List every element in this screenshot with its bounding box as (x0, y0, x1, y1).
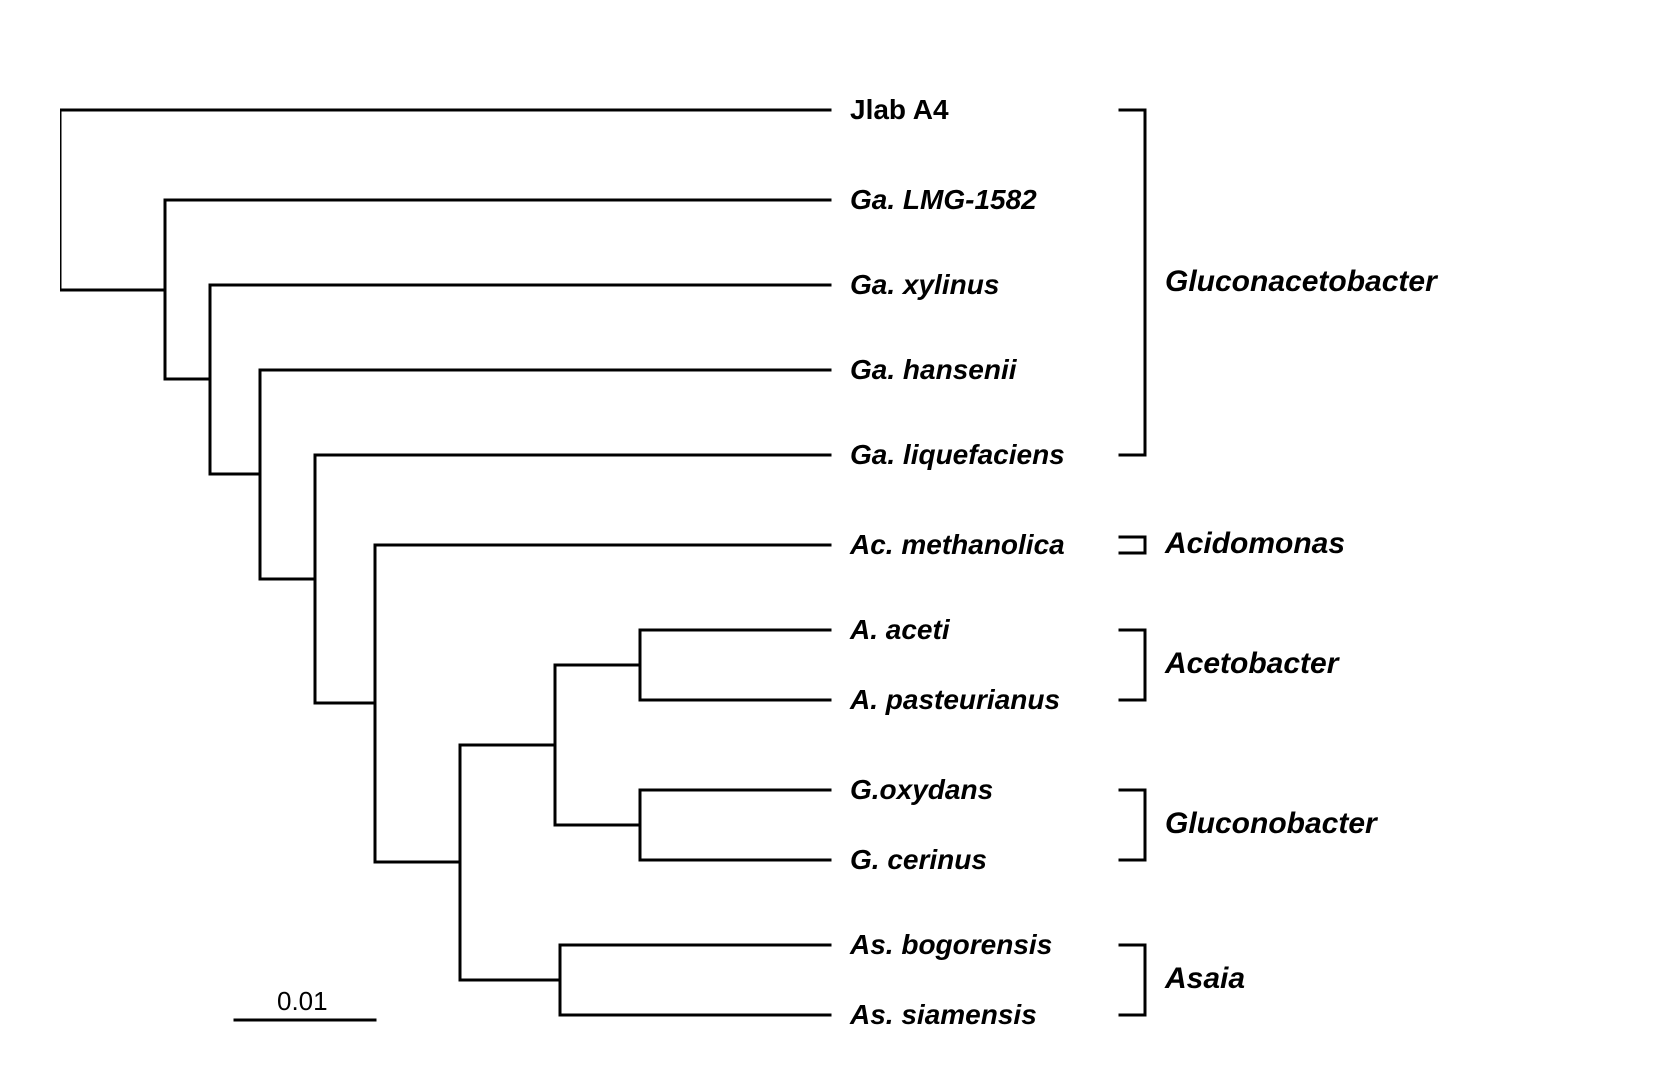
tree-svg (60, 90, 1620, 1050)
leaf-label-hansenii: Ga. hansenii (850, 354, 1017, 386)
group-label-gluconaceto: Gluconacetobacter (1165, 265, 1437, 299)
group-label-acetobacter: Acetobacter (1165, 647, 1338, 681)
group-label-gluconobacter: Gluconobacter (1165, 807, 1377, 841)
leaf-label-liquefaciens: Ga. liquefaciens (850, 439, 1065, 471)
leaf-label-pasteurianus: A. pasteurianus (850, 684, 1060, 716)
leaf-label-siamensis: As. siamensis (850, 999, 1037, 1031)
leaf-label-jlab: Jlab A4 (850, 94, 949, 126)
scale-bar-label: 0.01 (277, 986, 328, 1017)
leaf-label-methanolica: Ac. methanolica (850, 529, 1065, 561)
leaf-label-bogorensis: As. bogorensis (850, 929, 1052, 961)
phylo-tree-container: Jlab A4 Ga. LMG-1582 Ga. xylinus Ga. hansen… (60, 90, 1620, 1020)
leaf-label-cerinus: G. cerinus (850, 844, 987, 876)
leaf-label-lmg: Ga. LMG-1582 (850, 184, 1037, 216)
group-label-acidomonas: Acidomonas (1165, 527, 1345, 561)
leaf-label-xylinus: Ga. xylinus (850, 269, 999, 301)
group-label-asaia: Asaia (1165, 962, 1245, 996)
leaf-label-aceti: A. aceti (850, 614, 950, 646)
leaf-label-oxydans: G.oxydans (850, 774, 993, 806)
